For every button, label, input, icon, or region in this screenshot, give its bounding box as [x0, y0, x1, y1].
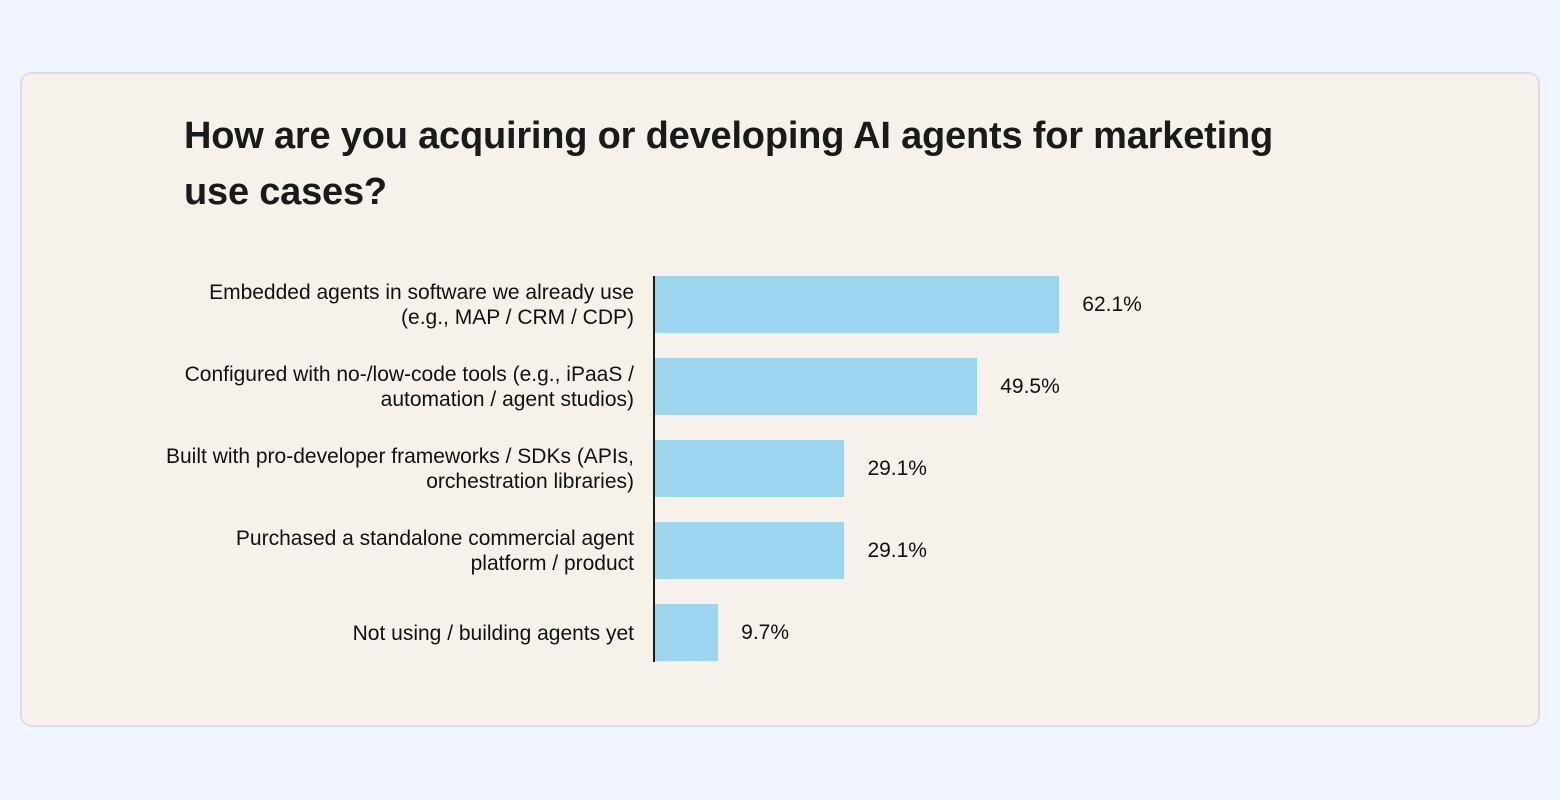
- bar: [655, 522, 845, 579]
- category-label: Configured with no-/low-code tools (e.g.…: [184, 363, 634, 411]
- category-label: Built with pro-developer frameworks / SD…: [166, 445, 634, 493]
- value-label: 62.1%: [1082, 293, 1142, 316]
- value-label: 29.1%: [867, 539, 927, 562]
- bar: [655, 440, 845, 497]
- chart-card: How are you acquiring or developing AI a…: [20, 72, 1540, 727]
- value-label: 29.1%: [867, 457, 927, 480]
- category-label: Embedded agents in software we already u…: [209, 281, 634, 329]
- bar-row-embedded-agents: Embedded agents in software we already u…: [22, 276, 1538, 334]
- value-label: 9.7%: [741, 621, 790, 644]
- bar: [655, 604, 719, 661]
- bar-row-not-using: Not using / building agents yet 9.7%: [22, 604, 1538, 662]
- bar: [655, 358, 978, 415]
- bar-row-standalone-platform: Purchased a standalone commercial agent …: [22, 522, 1538, 580]
- chart-title: How are you acquiring or developing AI a…: [184, 115, 1273, 213]
- bar-chart: Embedded agents in software we already u…: [22, 74, 1538, 725]
- bar-row-no-low-code: Configured with no-/low-code tools (e.g.…: [22, 358, 1538, 416]
- bar: [655, 276, 1060, 333]
- y-axis-line: [653, 276, 655, 662]
- category-label: Not using / building agents yet: [352, 621, 634, 645]
- category-label: Purchased a standalone commercial agent …: [235, 527, 634, 575]
- value-label: 49.5%: [1000, 375, 1060, 398]
- bar-row-pro-developer: Built with pro-developer frameworks / SD…: [22, 440, 1538, 498]
